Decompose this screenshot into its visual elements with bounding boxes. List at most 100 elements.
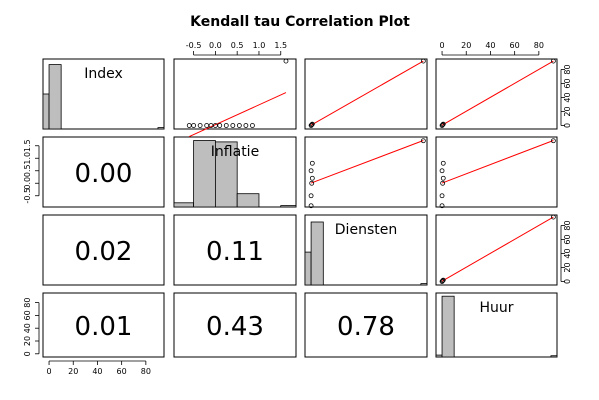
correlation-value: 0.78: [337, 312, 395, 342]
panel-frame: [42, 214, 165, 286]
variable-label: Index: [84, 66, 123, 82]
correlation-value: 0.43: [206, 312, 264, 342]
regression-line: [441, 216, 554, 282]
y-tick-label: 40: [563, 92, 572, 102]
x-tick-label: 0: [440, 41, 445, 50]
scatter-point: [197, 123, 203, 128]
variable-label: Huur: [479, 300, 513, 316]
x-tick-label: 0.5: [231, 41, 244, 50]
regression-line: [189, 92, 287, 138]
y-tick-label: 80: [23, 298, 32, 308]
correlation-value: 0.01: [75, 312, 133, 342]
x-tick-label: 80: [534, 41, 544, 50]
scatter-point: [439, 123, 445, 128]
scatter-point: [439, 168, 445, 174]
correlation-value: 0.02: [75, 237, 133, 267]
scatter-point: [308, 123, 314, 128]
y-tick-label: 60: [563, 234, 572, 244]
scatter-point: [309, 160, 315, 166]
regression-line: [441, 140, 554, 184]
histogram-bar: [550, 355, 558, 358]
scatter-point: [309, 180, 315, 186]
histogram-bar: [310, 221, 324, 286]
scatter-point: [309, 122, 315, 128]
y-tick-label: 20: [23, 336, 32, 346]
scatter-point: [308, 203, 314, 209]
x-tick-label: 40: [92, 367, 102, 376]
panel-frame: [304, 136, 428, 208]
scatter-point: [309, 121, 315, 127]
scatter-point: [440, 277, 446, 283]
chart-title: Kendall tau Correlation Plot: [190, 14, 410, 30]
histogram-bar: [280, 205, 297, 208]
histogram-bar: [214, 141, 238, 208]
y-tick-label: 0: [563, 279, 572, 284]
y-tick-label: 80: [563, 220, 572, 230]
regression-line: [310, 140, 424, 184]
x-tick-label: 0: [47, 367, 52, 376]
y-tick-label: 0: [23, 351, 32, 356]
scatter-point: [191, 123, 197, 128]
scatter-point: [230, 123, 236, 128]
scatter-point: [308, 193, 314, 199]
histogram-bar: [420, 283, 428, 286]
scatter-point: [236, 123, 242, 128]
y-tick-label: 0.0: [23, 177, 32, 190]
histogram-bar: [435, 354, 443, 358]
panel-frame: [435, 58, 558, 130]
histogram-bar: [42, 93, 50, 130]
panel-frame: [435, 136, 558, 208]
histogram-bar: [157, 127, 165, 130]
scatter-point: [440, 122, 446, 128]
scatter-point: [223, 123, 229, 128]
y-tick-label: 80: [563, 64, 572, 74]
histogram-bar: [173, 202, 195, 208]
x-tick-label: 60: [510, 41, 520, 50]
scatter-point: [439, 193, 445, 199]
panel-frame: [304, 58, 428, 130]
histogram-bar: [236, 193, 260, 208]
panel-frame: [435, 214, 558, 286]
variable-label: Diensten: [335, 222, 397, 238]
histogram-bar: [48, 64, 62, 130]
scatter-point: [440, 180, 446, 186]
x-tick-label: 1.5: [274, 41, 287, 50]
variable-label: Inflatie: [211, 144, 259, 160]
scatter-point: [439, 203, 445, 209]
scatter-point: [308, 168, 314, 174]
y-tick-label: 40: [23, 323, 32, 333]
y-tick-label: -0.5: [23, 188, 32, 204]
x-tick-label: 40: [485, 41, 495, 50]
scatter-point: [250, 123, 255, 128]
correlation-value: 0.11: [206, 237, 264, 267]
panel-frame: [304, 214, 428, 286]
x-tick-label: 20: [68, 367, 78, 376]
x-tick-label: 80: [141, 367, 151, 376]
y-tick-label: 40: [563, 248, 572, 258]
scatter-point: [550, 138, 556, 144]
scatter-point: [309, 175, 315, 181]
scatter-point: [440, 121, 446, 127]
panel-frame: [173, 58, 297, 130]
y-tick-label: 20: [563, 106, 572, 116]
scatter-point: [204, 123, 210, 128]
y-tick-label: 1.5: [23, 139, 32, 152]
panel-frame: [173, 292, 297, 358]
x-tick-label: 0.0: [209, 41, 222, 50]
scatter-point: [439, 279, 445, 284]
scatter-point: [217, 123, 223, 128]
y-tick-label: 60: [23, 310, 32, 320]
scatter-point: [420, 58, 426, 64]
correlation-value: 0.00: [75, 159, 133, 189]
scatter-point: [550, 58, 556, 64]
regression-line: [310, 60, 424, 126]
x-tick-label: 20: [461, 41, 471, 50]
y-tick-label: 20: [563, 262, 572, 272]
scatter-point: [550, 214, 556, 220]
y-tick-label: 60: [563, 78, 572, 88]
x-tick-label: -0.5: [186, 41, 202, 50]
scatter-point: [420, 138, 426, 144]
scatter-point: [283, 58, 289, 64]
